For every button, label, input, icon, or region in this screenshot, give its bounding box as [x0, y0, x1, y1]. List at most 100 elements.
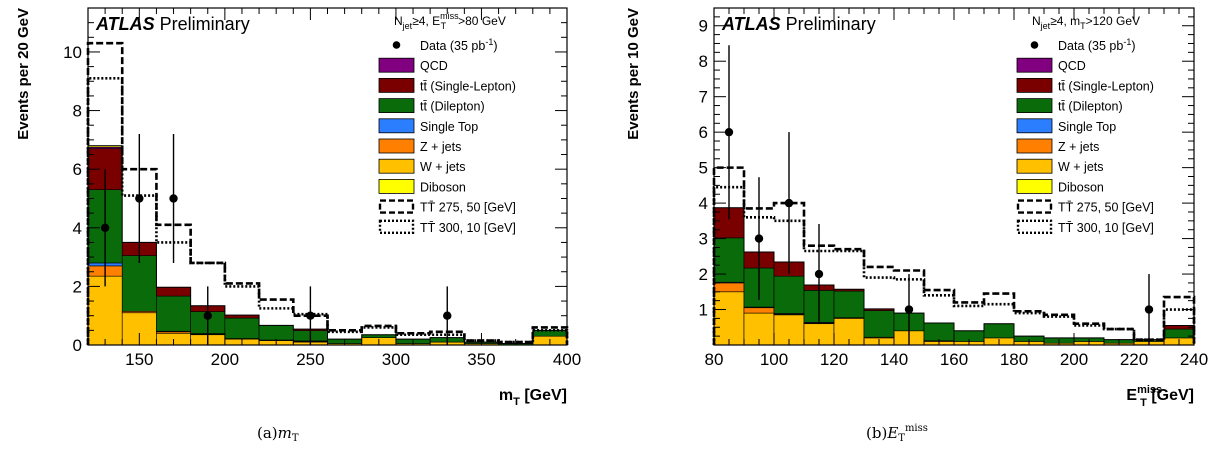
legend-tt-275-50-swatch: [1016, 199, 1053, 214]
legend-w-jets-text: W + jets: [420, 160, 466, 174]
y-tick-label: 4: [699, 194, 708, 213]
data-point: [904, 305, 914, 314]
bar-w-jets: [87, 275, 123, 346]
y-tick-label: 1: [699, 301, 708, 320]
legend-w-jets-text: W + jets: [1058, 160, 1104, 174]
y-tick-label: 3: [699, 230, 708, 249]
y-tick-label: 7: [699, 88, 708, 107]
x-tick-label: 150: [125, 350, 153, 369]
x-axis-label-sup: miss: [1137, 384, 1162, 396]
legend-w-jets-swatch: [1016, 158, 1053, 174]
legend-z-jets-text: Z + jets: [420, 140, 461, 154]
bar-z-jets: [713, 282, 745, 293]
panel-a: 150 200 250 300 350 400 0 2 4 6 8 10 Events per 20 G…: [0, 0, 600, 415]
caption-b-sub: T: [898, 433, 905, 444]
x-tick-label: 240: [1180, 350, 1208, 369]
legend-single-top-swatch: [1016, 118, 1053, 134]
selection-sub: jet: [402, 21, 413, 31]
legend-ttbar-single-lepton-text: tt̄ (Single-Lepton): [420, 79, 516, 93]
x-tick-label: 80: [705, 350, 724, 369]
x-tick-label: 160: [940, 350, 968, 369]
caption-b-var: E: [887, 424, 899, 442]
data-point: [169, 194, 178, 203]
atlas-status: Preliminary: [781, 14, 876, 34]
x-tick-label: 350: [467, 350, 495, 369]
legend-data-sup: -1: [485, 37, 493, 47]
atlas-label: ATLAS Preliminary: [95, 14, 250, 34]
legend-tt-300-10-text: TT̄ 300, 10 [GeV]: [1058, 221, 1154, 235]
chart-mt: 150 200 250 300 350 400 0 2 4 6 8 10 Events per 20 G…: [15, 7, 581, 408]
legend-ttbar-dilepton-swatch: [378, 98, 415, 113]
caption-b-sup: miss: [904, 423, 928, 434]
panel-b: 80 100 120 140 160 180 200 220 240 1 2 3 4 5 6 7 8 9 Event…: [608, 0, 1217, 415]
legend-ttbar-single-lepton-label: tt̄ (Single-Lepton): [1058, 79, 1154, 93]
atlas-status: Preliminary: [155, 14, 250, 34]
chart-met: 80 100 120 140 160 180 200 220 240 1 2 3 4 5 6 7 8 9 Event…: [625, 7, 1208, 409]
legend-single-top-text: Single Top: [420, 120, 478, 134]
legend-ttbar-dilepton-label: tt̄ (Dilepton): [1058, 100, 1123, 114]
selection-sup: miss: [440, 11, 459, 21]
x-axis-label-sub: T: [513, 396, 520, 408]
y-tick-label: 9: [699, 17, 708, 36]
x-tick-label: 300: [382, 350, 410, 369]
bar-ttbar-dilepton: [258, 325, 294, 341]
caption-b: (b)ETmiss: [866, 423, 928, 444]
legend-tt-275-50-text: TT̄ 275, 50 [GeV]: [1058, 201, 1154, 215]
x-axis-label-unit: [GeV]: [520, 387, 567, 404]
y-tick-label: 8: [699, 52, 708, 71]
y-tick-label: 0: [73, 336, 82, 355]
legend-w-jets-label: W + jets: [420, 160, 466, 174]
caption-b-label: (b): [866, 424, 888, 442]
legend-qcd-label: QCD: [420, 59, 448, 73]
selection-mid: ≥4, m: [1050, 14, 1080, 28]
legend-data-tail: ): [1131, 39, 1135, 53]
x-axis-label: Emiss T [GeV]: [1126, 384, 1194, 409]
legend-diboson-swatch: [1016, 178, 1053, 194]
data-point: [306, 311, 315, 320]
axis-ticks-b: [713, 7, 1195, 346]
legend-single-top-text: Single Top: [1058, 120, 1116, 134]
y-tick-label: 6: [699, 123, 708, 142]
x-tick-label: 200: [1060, 350, 1088, 369]
legend-single-top-swatch: [378, 118, 415, 134]
legend-diboson-swatch: [378, 178, 415, 194]
y-axis-label: Events per 20 GeV: [15, 8, 32, 140]
y-tick-label: 2: [699, 265, 708, 284]
x-axis-label-main: m: [499, 387, 513, 404]
legend-tt-300-10-label: TT̄ 300, 10 [GeV]: [1058, 221, 1154, 235]
y-tick-label: 4: [73, 219, 82, 238]
data-point: [724, 127, 734, 137]
signal-line-tt-300-10: [712, 185, 1196, 345]
legend-ttbar-dilepton-text: tt̄ (Dilepton): [420, 100, 485, 114]
legend-diboson-text: Diboson: [420, 180, 466, 194]
legend-data-text: Data (35 pb: [1058, 39, 1123, 53]
legend-tt-275-50-label: TT̄ 275, 50 [GeV]: [1058, 201, 1154, 215]
caption-a-label: (a): [257, 424, 278, 442]
legend-tt-300-10-text: TT̄ 300, 10 [GeV]: [420, 221, 516, 235]
data-point: [814, 269, 824, 279]
legend-z-jets-swatch: [1016, 138, 1053, 154]
bar-ttbar-dilepton: [833, 290, 865, 318]
bar-z-jets: [743, 307, 775, 314]
selection-n: N: [394, 14, 403, 28]
x-tick-label: 200: [211, 350, 239, 369]
bar-ttbar-dilepton: [224, 317, 260, 339]
y-tick-label: 2: [73, 277, 82, 296]
y-tick-label: 8: [73, 102, 82, 121]
legend-qcd-swatch: [1016, 57, 1053, 73]
axis-ticks-a: [87, 7, 568, 346]
legend-ttbar-dilepton-label: tt̄ (Dilepton): [420, 100, 485, 114]
x-tick-label: 120: [820, 350, 848, 369]
x-axis-label-unit: [GeV]: [1147, 387, 1194, 404]
y-tick-label: 5: [699, 159, 708, 178]
legend-qcd-text: QCD: [1058, 59, 1086, 73]
bar-ttbar-dilepton: [983, 323, 1015, 339]
selection-mid: ≥4, E: [412, 14, 440, 28]
legend-a: Data (35 pb-1) QCD tt̄ (Single-Lepton) tt̄ …: [378, 37, 516, 235]
atlas-label: ATLAS Preliminary: [721, 14, 876, 34]
selection-tail: >80 GeV: [458, 14, 506, 28]
legend-single-top-label: Single Top: [1058, 120, 1116, 134]
legend-z-jets-text: Z + jets: [1058, 140, 1099, 154]
data-point: [100, 223, 110, 232]
y-tick-label: 10: [63, 43, 82, 62]
